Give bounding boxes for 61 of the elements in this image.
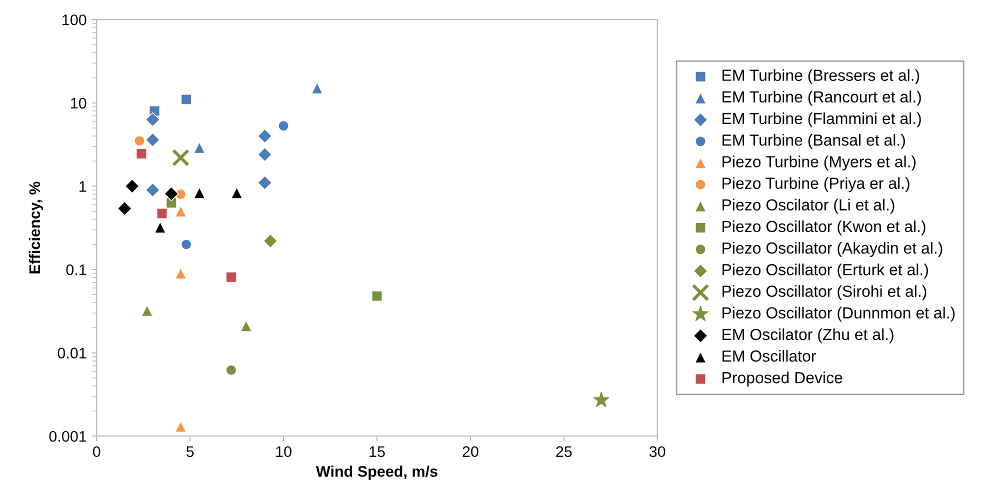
x-tick-label: 25 — [556, 446, 572, 458]
legend-label: Piezo Oscillator (Dunnmon et al.) — [722, 306, 955, 322]
point — [145, 112, 160, 127]
legend-label: Piezo Turbine (Priya er al.) — [722, 177, 910, 192]
point — [164, 186, 179, 202]
point — [193, 186, 206, 199]
legend-label: EM Turbine (Bansal et al.) — [722, 134, 905, 149]
y-tick-label: 0.1 — [66, 264, 86, 276]
point — [174, 267, 187, 280]
point — [124, 178, 140, 194]
point — [180, 94, 192, 106]
point — [278, 120, 290, 132]
legend-label: Piezo Oscillator (Kwon et al.) — [722, 220, 926, 236]
legend-label: Piezo Oscilator (Li et al.) — [722, 198, 894, 214]
point — [311, 82, 324, 94]
legend-label: EM Oscilator (Zhu et al.) — [722, 328, 894, 344]
legend-label: Piezo Turbine (Myers et al.) — [722, 156, 916, 170]
point — [117, 201, 132, 216]
point — [226, 272, 237, 283]
legend-label: EM Turbine (Bressers et al.) — [722, 69, 920, 84]
point — [141, 304, 154, 317]
legend-label: Piezo Oscillator (Sirohi et al.) — [722, 285, 926, 300]
point — [136, 148, 148, 160]
point — [257, 147, 272, 162]
legend-label: EM Oscillator — [722, 350, 816, 362]
point — [174, 420, 187, 433]
y-tick-label: 10 — [71, 98, 86, 109]
x-axis-title: Wind Speed, m/s — [316, 466, 438, 480]
point — [156, 208, 168, 220]
x-tick-label: 20 — [462, 446, 478, 458]
x-tick-label: 5 — [186, 446, 194, 458]
point — [230, 186, 243, 199]
legend-label: Proposed Device — [722, 372, 842, 386]
legend-label: Piezo Oscillator (Akaydin et al.) — [722, 242, 942, 257]
y-tick-label: 0.01 — [58, 348, 86, 358]
y-tick-label: 100 — [62, 14, 86, 26]
x-tick-label: 30 — [649, 446, 666, 458]
x-tick-label: 10 — [276, 446, 292, 458]
point — [193, 142, 206, 154]
point — [263, 234, 278, 248]
point — [240, 320, 252, 332]
y-tick-label: 0.001 — [49, 430, 86, 442]
point — [257, 175, 272, 190]
point — [226, 364, 237, 376]
point — [180, 238, 192, 250]
point — [172, 148, 190, 166]
point — [145, 132, 160, 148]
point — [134, 135, 146, 146]
legend-label: EM Turbine (Flammini et al.) — [722, 112, 921, 128]
point — [154, 221, 166, 234]
point — [593, 392, 610, 408]
x-tick-label: 15 — [370, 446, 385, 458]
legend-label: Piezo Oscillator (Erturk et al.) — [722, 264, 928, 278]
x-tick-label: 0 — [92, 446, 100, 458]
point — [371, 290, 383, 302]
point — [257, 128, 272, 144]
point — [145, 182, 160, 198]
y-axis-title: Efficiency, % — [28, 182, 44, 274]
point — [174, 205, 187, 218]
legend-label: EM Turbine (Rancourt et al.) — [722, 90, 921, 106]
y-tick-label: 1 — [80, 181, 86, 192]
